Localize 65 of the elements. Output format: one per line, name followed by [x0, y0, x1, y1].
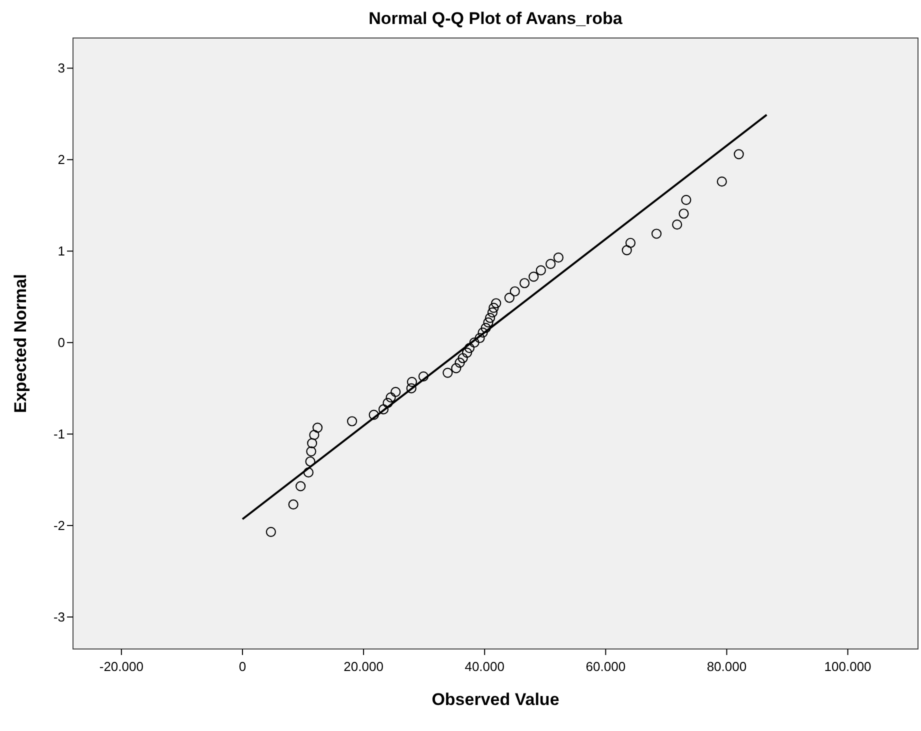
point — [553, 252, 564, 263]
point — [368, 410, 379, 420]
x-tick-label: 0 — [238, 659, 246, 674]
point — [488, 302, 499, 313]
point — [454, 358, 465, 368]
x-tick-label: -20.000 — [99, 659, 144, 674]
point — [451, 363, 462, 374]
x-tick-label: 100.000 — [824, 659, 872, 674]
point — [622, 245, 632, 256]
point — [536, 265, 546, 276]
point — [462, 348, 472, 358]
point — [520, 278, 530, 288]
x-tick-label: 40.000 — [464, 659, 504, 674]
x-tick-label: 80.000 — [706, 659, 747, 674]
point — [418, 371, 429, 382]
point — [480, 322, 491, 333]
point — [625, 238, 636, 248]
x-tick-label: 60.000 — [586, 659, 626, 674]
point — [546, 258, 556, 269]
point — [483, 317, 494, 328]
point — [305, 456, 316, 467]
point — [386, 392, 396, 403]
point — [458, 353, 468, 364]
point — [485, 312, 496, 323]
chart-title: Normal Q-Q Plot of Avans_roba — [368, 9, 623, 28]
point — [478, 327, 488, 338]
point — [734, 149, 744, 160]
point — [474, 332, 485, 344]
point — [678, 208, 689, 219]
point — [306, 446, 316, 456]
point — [491, 298, 502, 308]
point — [672, 220, 682, 230]
point — [681, 194, 692, 205]
point — [442, 368, 453, 378]
y-tick-label: -2 — [53, 518, 65, 534]
point — [510, 286, 520, 296]
point — [651, 228, 662, 239]
point — [390, 386, 401, 398]
point — [288, 499, 298, 510]
y-axis-title: Expected Normal — [11, 274, 30, 413]
point — [378, 404, 389, 414]
point — [464, 343, 475, 354]
point — [716, 176, 727, 187]
point — [346, 416, 358, 426]
y-tick-label: 1 — [58, 244, 65, 259]
y-tick-label: 2 — [58, 152, 65, 168]
point — [307, 438, 318, 448]
x-tick-label: 20.000 — [344, 659, 384, 674]
point — [382, 398, 393, 408]
point — [487, 307, 498, 318]
point — [296, 481, 306, 492]
point — [312, 422, 323, 433]
point — [528, 272, 539, 282]
point — [309, 430, 320, 440]
point — [406, 376, 418, 387]
x-axis-title: Observed Value — [432, 690, 560, 709]
y-tick-label: 0 — [58, 335, 65, 350]
point — [303, 467, 314, 478]
point — [266, 526, 276, 537]
y-tick-label: -3 — [53, 610, 65, 625]
point — [469, 338, 480, 348]
point — [504, 292, 514, 303]
y-tick-label: 3 — [58, 60, 65, 76]
point — [406, 383, 416, 394]
y-tick-label: -1 — [53, 426, 65, 442]
